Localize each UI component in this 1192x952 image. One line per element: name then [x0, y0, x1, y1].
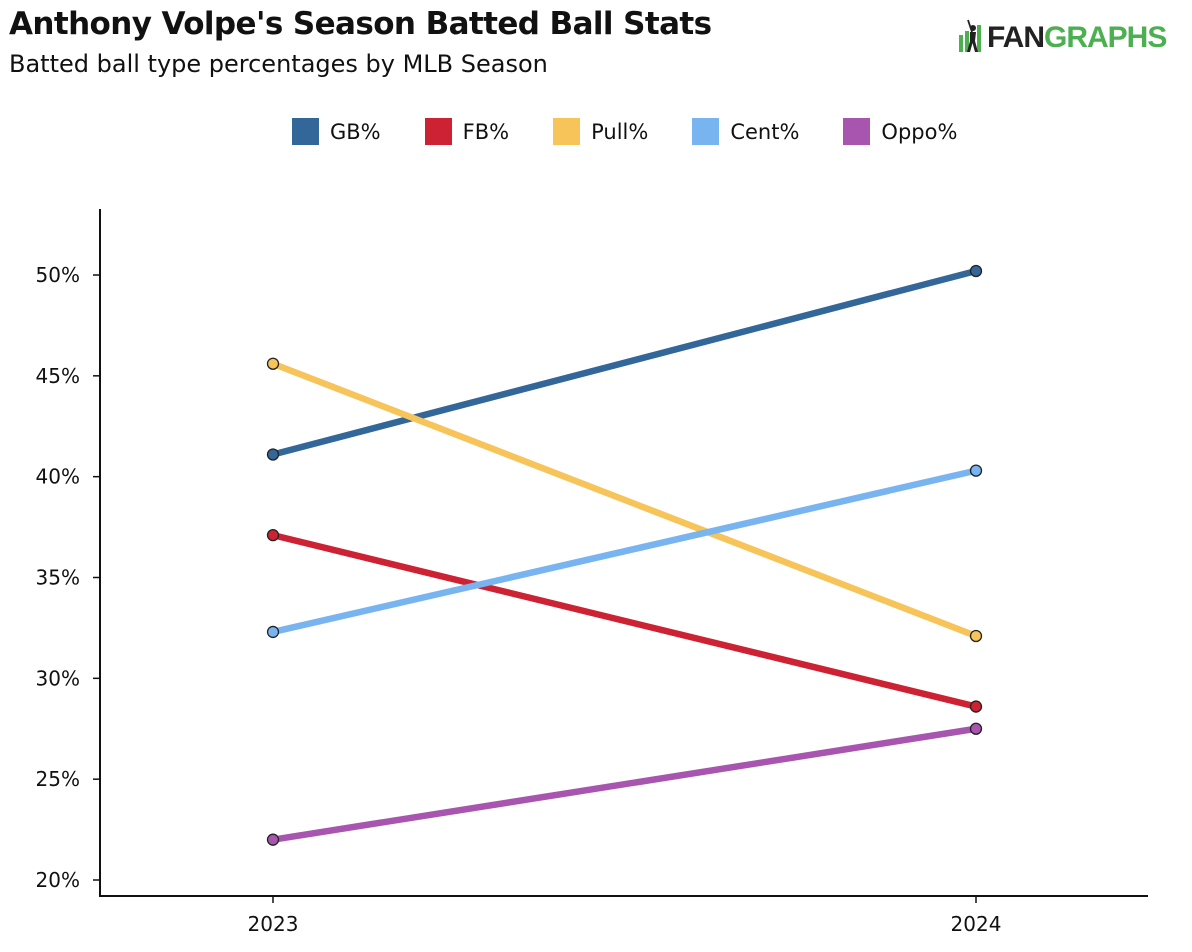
x-tick-label: 2024	[951, 912, 1002, 936]
y-tick-label: 45%	[36, 364, 80, 388]
data-point-fb[interactable]	[969, 700, 983, 713]
legend-label-fb: FB%	[462, 119, 510, 144]
legend: GB% FB% Pull% Cent% Oppo%	[292, 118, 957, 145]
legend-item-cent[interactable]: Cent%	[692, 118, 799, 145]
data-point-cent[interactable]	[969, 464, 983, 477]
data-point-cent[interactable]	[266, 625, 280, 639]
legend-item-gb[interactable]: GB%	[292, 118, 381, 145]
legend-swatch-fb	[424, 118, 452, 145]
legend-swatch-pull	[553, 118, 581, 145]
data-point-gb[interactable]	[266, 448, 280, 461]
legend-label-oppo: Oppo%	[881, 119, 958, 144]
logo-text-graphs: GRAPHS	[1044, 21, 1167, 54]
data-point-oppo[interactable]	[266, 833, 280, 846]
legend-swatch-gb	[292, 118, 319, 145]
x-tick-label: 2023	[248, 912, 299, 936]
legend-label-pull: Pull%	[591, 119, 649, 144]
series-line-fb	[272, 531, 977, 710]
legend-item-oppo[interactable]: Oppo%	[843, 118, 957, 145]
legend-item-pull[interactable]: Pull%	[553, 118, 648, 145]
y-tick-label: 30%	[36, 666, 80, 690]
legend-swatch-cent	[692, 118, 720, 145]
legend-label-gb: GB%	[330, 119, 381, 144]
legend-item-fb[interactable]: FB%	[424, 118, 510, 145]
y-tick-label: 50%	[36, 263, 80, 287]
logo-text-fan: FAN	[987, 21, 1045, 54]
fangraphs-logo[interactable]: FAN GRAPHS	[957, 19, 1167, 57]
y-tick-label: 35%	[36, 566, 80, 590]
batter-icon	[957, 19, 985, 57]
chart-title: Anthony Volpe's Season Batted Ball Stats	[9, 6, 712, 42]
legend-swatch-oppo	[843, 118, 871, 145]
legend-label-cent: Cent%	[730, 119, 800, 144]
y-tick-label: 25%	[36, 767, 80, 791]
chart-subtitle: Batted ball type percentages by MLB Seas…	[9, 50, 548, 78]
series-line-cent	[272, 467, 977, 636]
series-line-oppo	[272, 725, 977, 843]
y-tick-label: 20%	[36, 868, 80, 892]
series-line-gb	[272, 267, 977, 458]
y-tick-label: 40%	[36, 465, 80, 489]
data-point-pull[interactable]	[969, 629, 983, 643]
data-point-oppo[interactable]	[969, 722, 983, 735]
data-point-gb[interactable]	[969, 264, 983, 278]
data-point-pull[interactable]	[266, 357, 280, 370]
data-point-fb[interactable]	[266, 529, 280, 542]
series-line-pull	[271, 360, 978, 640]
